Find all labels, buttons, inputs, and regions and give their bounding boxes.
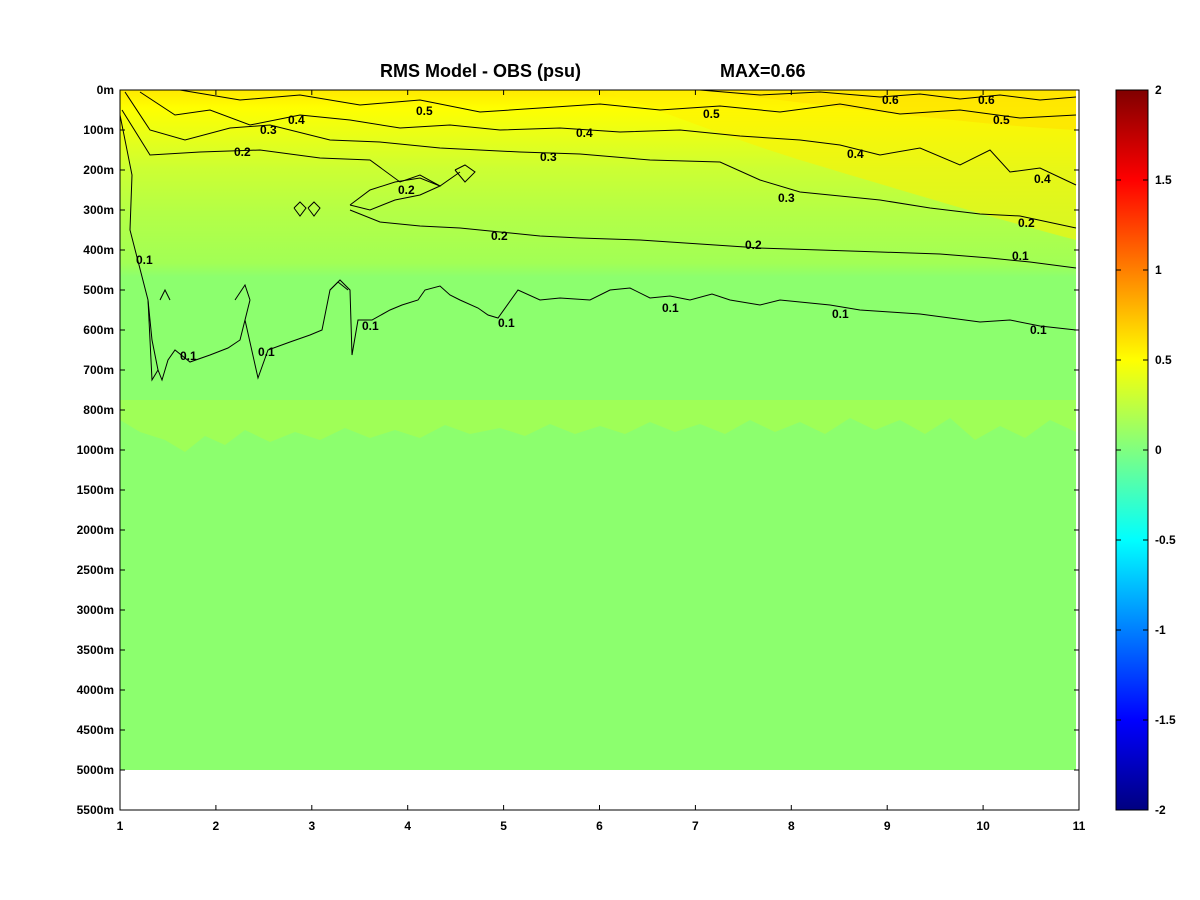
contour-0.1-spike-a (147, 299, 159, 371)
field-band-upper-right (600, 90, 1076, 240)
x-axis: 1 2 3 4 5 6 7 8 9 10 11 (117, 90, 1086, 833)
contour-label: 0.1 (362, 319, 379, 333)
contour-label: 0.2 (234, 145, 251, 159)
field-band-surface (700, 90, 1076, 130)
contour-label: 0.2 (1018, 216, 1035, 230)
y-tick-label: 600m (83, 323, 114, 337)
contour-0.5 (179, 89, 1077, 119)
x-tick-label: 9 (884, 819, 891, 833)
x-tick-label: 2 (213, 819, 220, 833)
colorbar-ticks: 2 1.5 1 0.5 0 -0.5 -1 -1.5 -2 (1116, 83, 1176, 817)
contour-label: 0.3 (778, 191, 795, 205)
contour-label: 0.1 (662, 301, 679, 315)
x-tick-label: 6 (596, 819, 603, 833)
contour-label: 0.5 (703, 107, 720, 121)
contour-label: 0.3 (540, 150, 557, 164)
y-tick-label: 4000m (77, 683, 114, 697)
contour-label: 0.6 (882, 93, 899, 107)
contour-label: 0.6 (978, 93, 995, 107)
x-tick-label: 11 (1073, 819, 1086, 833)
heatmap-field (120, 90, 1076, 770)
x-tick-label: 5 (500, 819, 507, 833)
colorbar-tick-label: -0.5 (1155, 533, 1176, 547)
y-tick-label: 100m (83, 123, 114, 137)
contour-0.1-spike-b (234, 283, 251, 301)
y-tick-label: 3000m (77, 603, 114, 617)
field-band-lower-edge (120, 400, 1076, 452)
contour-label: 0.1 (1030, 323, 1047, 337)
y-tick-label: 5000m (77, 763, 114, 777)
x-tick-label: 7 (692, 819, 699, 833)
contour-0.2-upper (121, 109, 461, 187)
contour-0.3 (124, 91, 1077, 229)
colorbar-tick-label: 0.5 (1155, 353, 1172, 367)
colorbar-tick-label: -1.5 (1155, 713, 1176, 727)
y-tick-label: 5500m (77, 803, 114, 817)
contour-label: 0.3 (260, 123, 277, 137)
y-tick-label: 700m (83, 363, 114, 377)
x-tick-label: 3 (308, 819, 315, 833)
x-tick-label: 8 (788, 819, 795, 833)
contour-0.1-spike-d (159, 288, 171, 301)
y-tick-label: 400m (83, 243, 114, 257)
contour-label: 0.1 (498, 316, 515, 330)
y-tick-label: 800m (83, 403, 114, 417)
contour-label: 0.4 (576, 126, 593, 140)
chart-title: RMS Model - OBS (psu) (380, 61, 581, 81)
contour-label: 0.2 (398, 183, 415, 197)
contour-label: 0.1 (1012, 249, 1029, 263)
contour-0.2-island (349, 177, 442, 211)
contour-label: 0.2 (491, 229, 508, 243)
contour-labels: 0.6 0.6 0.5 0.5 0.5 0.4 0.4 0.4 0.4 0.3 … (136, 93, 1051, 363)
colorbar-tick-label: -1 (1155, 623, 1166, 637)
colorbar-tick-label: 1 (1155, 263, 1162, 277)
x-tick-label: 4 (404, 819, 411, 833)
y-axis: 0m 100m 200m 300m 400m 500m 600m 700m 800m 1000m 1… (77, 83, 1079, 817)
y-tick-label: 0m (97, 83, 114, 97)
colorbar-gradient (1116, 90, 1148, 810)
y-tick-label: 3500m (77, 643, 114, 657)
y-tick-label: 2500m (77, 563, 114, 577)
x-tick-label: 10 (976, 819, 990, 833)
contour-0.2-diamond-b (307, 201, 321, 217)
colorbar-tick-label: 0 (1155, 443, 1162, 457)
contour-label: 0.4 (847, 147, 864, 161)
x-tick-label: 1 (117, 819, 124, 833)
contour-label: 0.1 (832, 307, 849, 321)
max-label: MAX=0.66 (720, 61, 806, 81)
y-tick-label: 4500m (77, 723, 114, 737)
contour-label: 0.1 (136, 253, 153, 267)
contour-label: 0.5 (993, 113, 1010, 127)
colorbar-tick-label: -2 (1155, 803, 1166, 817)
contour-label: 0.4 (1034, 172, 1051, 186)
contour-label: 0.1 (180, 349, 197, 363)
y-tick-label: 1500m (77, 483, 114, 497)
contour-0.4 (139, 91, 1077, 186)
y-tick-label: 1000m (77, 443, 114, 457)
contour-0.2-diamond-a (293, 201, 307, 217)
y-tick-label: 300m (83, 203, 114, 217)
contour-label: 0.4 (288, 113, 305, 127)
contour-0.6 (699, 89, 1077, 101)
contour-0.1-spike-c (329, 281, 349, 291)
colorbar: 2 1.5 1 0.5 0 -0.5 -1 -1.5 -2 (1115, 83, 1176, 817)
colorbar-tick-label: 2 (1155, 83, 1162, 97)
contours (119, 89, 1077, 382)
contour-0.1 (119, 114, 1077, 382)
contour-label: 0.5 (416, 104, 433, 118)
contour-0.2 (349, 209, 1077, 269)
y-tick-label: 500m (83, 283, 114, 297)
y-tick-label: 200m (83, 163, 114, 177)
colorbar-tick-label: 1.5 (1155, 173, 1172, 187)
contour-0.2-tip (454, 164, 476, 183)
contour-label: 0.1 (258, 345, 275, 359)
y-tick-label: 2000m (77, 523, 114, 537)
contour-label: 0.2 (745, 238, 762, 252)
